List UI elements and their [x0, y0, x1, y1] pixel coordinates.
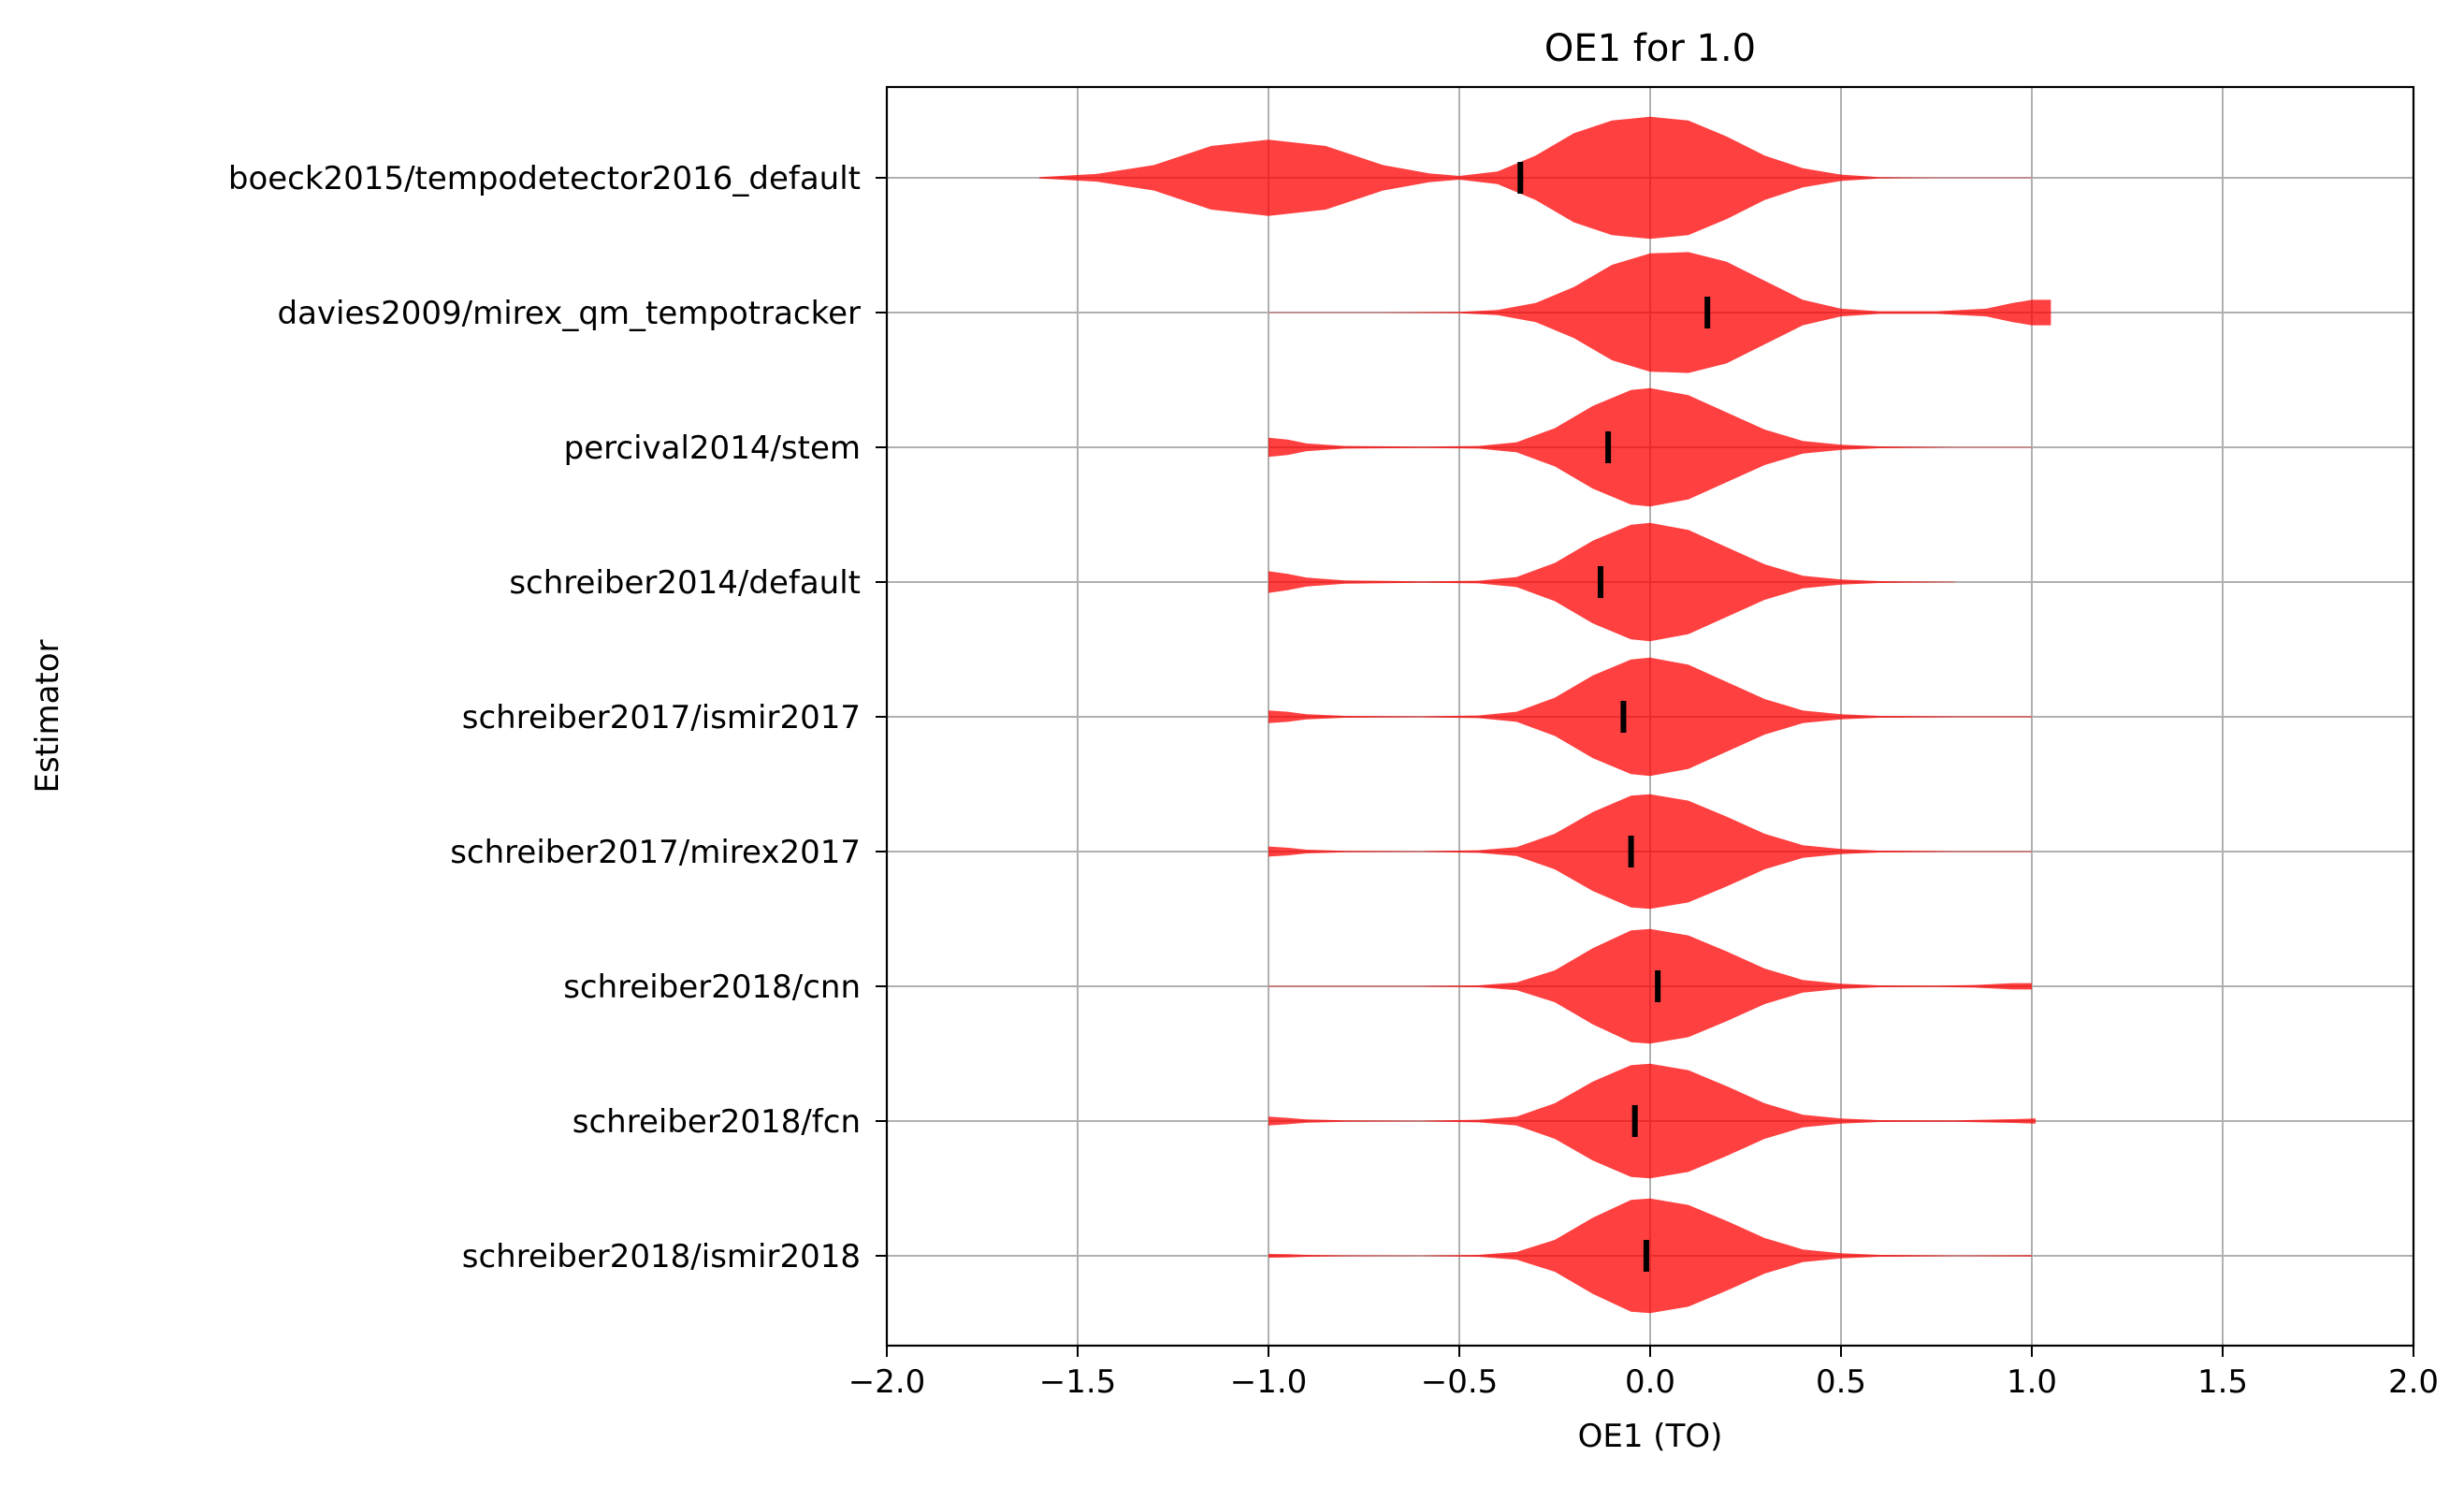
violin-body	[1268, 252, 2051, 373]
x-tick-label: 0.5	[1816, 1363, 1866, 1401]
y-axis-label: Estimator	[29, 639, 66, 793]
violin-body	[1268, 657, 2032, 777]
y-tick-label: schreiber2018/cnn	[563, 969, 861, 1006]
y-tick-label: boeck2015/tempodetector2016_default	[228, 160, 861, 197]
violin-body	[1039, 116, 2032, 240]
x-axis-label: OE1 (TO)	[1578, 1418, 1723, 1455]
y-tick-label: schreiber2017/mirex2017	[450, 834, 861, 871]
y-tick-label: schreiber2018/fcn	[573, 1103, 861, 1141]
x-axis-ticks: −2.0 −1.5 −1.0 −0.5 0.0 0.5 1.0 1.5 2.0	[848, 1346, 2439, 1401]
x-tick-label: 0.0	[1625, 1363, 1675, 1401]
x-tick-label: 1.0	[2007, 1363, 2057, 1401]
violin-body	[1268, 794, 2032, 910]
violin-body	[1268, 387, 2032, 507]
x-tick-label: −1.0	[1230, 1363, 1308, 1401]
y-tick-label: percival2014/stem	[564, 430, 861, 467]
violin-body	[1268, 522, 1956, 642]
y-tick-label: davies2009/mirex_qm_tempotracker	[277, 295, 861, 332]
x-tick-label: 1.5	[2197, 1363, 2248, 1401]
y-axis-ticks: boeck2015/tempodetector2016_defaultdavie…	[228, 160, 887, 1275]
y-tick-label: schreiber2017/ismir2017	[462, 699, 861, 736]
y-tick-label: schreiber2018/ismir2018	[462, 1238, 861, 1275]
mean-markers	[1517, 162, 1711, 1272]
x-tick-label: −2.0	[848, 1363, 926, 1401]
x-tick-label: −0.5	[1421, 1363, 1499, 1401]
chart-title: OE1 for 1.0	[1544, 27, 1756, 70]
violin-body	[1268, 1198, 2032, 1314]
x-tick-label: 2.0	[2388, 1363, 2439, 1401]
violins	[1039, 116, 2051, 1314]
violin-body	[1268, 1063, 2036, 1179]
x-tick-label: −1.5	[1039, 1363, 1117, 1401]
y-tick-label: schreiber2014/default	[509, 564, 861, 602]
violin-body	[1268, 928, 2032, 1044]
